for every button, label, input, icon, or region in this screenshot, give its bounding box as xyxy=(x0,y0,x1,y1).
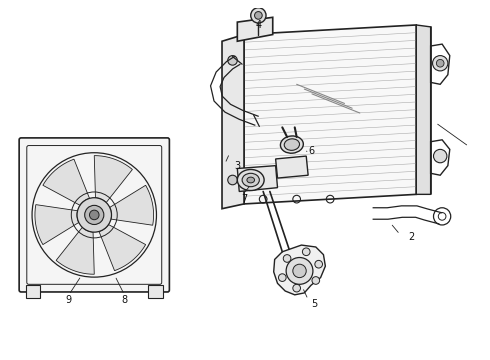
Polygon shape xyxy=(43,159,90,205)
Polygon shape xyxy=(274,245,325,295)
Circle shape xyxy=(293,284,300,292)
Circle shape xyxy=(228,55,237,65)
Ellipse shape xyxy=(284,139,299,150)
Text: 8: 8 xyxy=(122,294,127,305)
Circle shape xyxy=(228,175,237,185)
Polygon shape xyxy=(35,204,79,244)
Text: 4: 4 xyxy=(255,20,262,30)
Ellipse shape xyxy=(237,170,264,190)
Text: 6: 6 xyxy=(308,146,314,156)
Polygon shape xyxy=(237,166,277,192)
Circle shape xyxy=(433,55,448,71)
Polygon shape xyxy=(222,35,244,209)
Ellipse shape xyxy=(247,177,254,183)
Circle shape xyxy=(302,248,310,256)
Circle shape xyxy=(434,149,447,163)
Circle shape xyxy=(437,59,444,67)
Polygon shape xyxy=(275,156,308,178)
FancyBboxPatch shape xyxy=(19,138,170,292)
Circle shape xyxy=(77,198,112,232)
Polygon shape xyxy=(244,25,416,204)
Text: 7: 7 xyxy=(241,194,247,204)
Polygon shape xyxy=(110,185,153,225)
Ellipse shape xyxy=(242,173,259,187)
Polygon shape xyxy=(148,285,163,298)
Text: 9: 9 xyxy=(66,294,72,305)
Circle shape xyxy=(293,264,306,278)
Circle shape xyxy=(85,205,104,225)
Text: 5: 5 xyxy=(311,300,317,309)
Text: 2: 2 xyxy=(408,233,415,242)
Polygon shape xyxy=(26,285,40,298)
Circle shape xyxy=(90,210,99,220)
Circle shape xyxy=(283,255,291,262)
Polygon shape xyxy=(56,227,94,274)
Polygon shape xyxy=(99,225,146,271)
Circle shape xyxy=(251,8,266,23)
Circle shape xyxy=(278,274,286,282)
Circle shape xyxy=(315,260,322,268)
Text: 3: 3 xyxy=(234,161,241,171)
Ellipse shape xyxy=(280,136,303,153)
Circle shape xyxy=(254,12,262,19)
Circle shape xyxy=(286,257,313,284)
Circle shape xyxy=(312,276,319,284)
Polygon shape xyxy=(237,17,273,41)
Polygon shape xyxy=(94,156,132,203)
Polygon shape xyxy=(416,25,431,194)
